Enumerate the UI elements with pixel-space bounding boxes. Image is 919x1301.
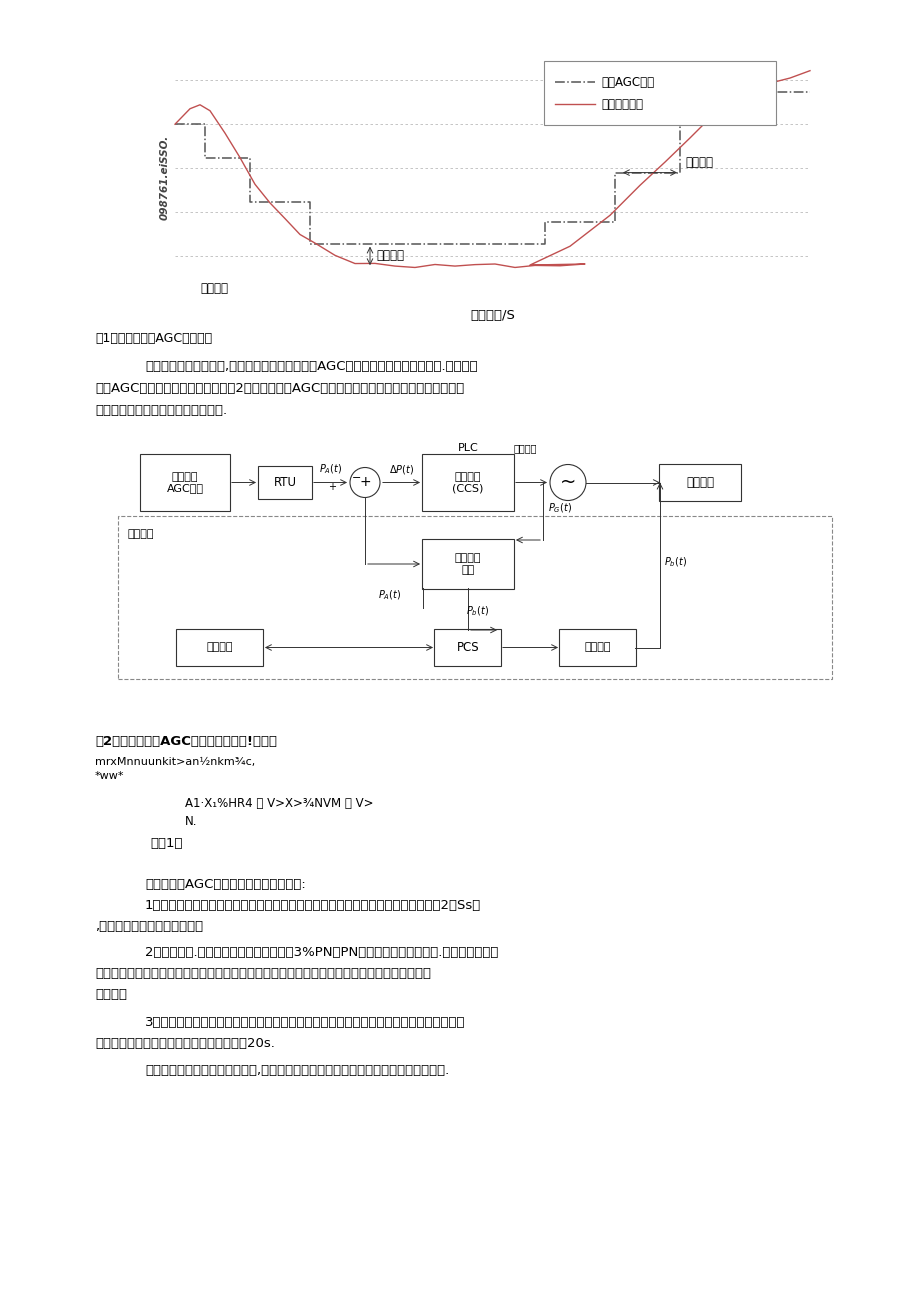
Text: 随着对调媛技术的探索,一种火储联合系统在用于AGC词叙时展现出了优弁的效果.储能辅助: 随着对调媛技术的探索,一种火储联合系统在用于AGC词叙时展现出了优弁的效果.储能… [145, 360, 477, 373]
FancyBboxPatch shape [176, 628, 263, 666]
Text: 这样可以大大提高火电厂的调节性能.: 这样可以大大提高火电厂的调节性能. [95, 405, 227, 418]
Text: 图1火电机组响版AGC指令过程: 图1火电机组响版AGC指令过程 [95, 332, 212, 345]
Text: 滤波装置: 滤波装置 [584, 643, 610, 653]
Text: PLC: PLC [457, 444, 478, 453]
Text: 储能对机组AGC词频性能的改善衣现如下:: 储能对机组AGC词频性能的改善衣现如下: [145, 878, 305, 891]
Text: 调方时间/S: 调方时间/S [470, 310, 515, 323]
Text: 调节偏差: 调节偏差 [376, 250, 403, 263]
Text: N.: N. [185, 814, 198, 827]
Text: A1·X₁%HR4 ｜ V>X>¾NVM ｜ V>: A1·X₁%HR4 ｜ V>X>¾NVM ｜ V> [185, 798, 373, 811]
Text: 此外，当住比适当的谛能容尿后,还可以降低机统由于深度或频繁调节带来的疲劳报出.: 此外，当住比适当的谛能容尿后,还可以降低机统由于深度或频繁调节带来的疲劳报出. [145, 1064, 448, 1077]
Text: 式（1）: 式（1） [150, 837, 182, 850]
Text: $P_A(t)$: $P_A(t)$ [378, 588, 401, 602]
FancyBboxPatch shape [422, 454, 514, 511]
FancyBboxPatch shape [658, 464, 740, 501]
Text: 调节反向: 调节反向 [199, 282, 228, 295]
Text: 1）调节速哎，储能系统充放电时间为秒级跳至更短，计及控制系统的廷时（实测为2～Ss）: 1）调节速哎，储能系统充放电时间为秒级跳至更短，计及控制系统的廷时（实测为2～S… [145, 899, 481, 912]
Text: ~: ~ [559, 474, 575, 492]
Text: *ww*: *ww* [95, 771, 124, 781]
Text: 机组实际出力: 机组实际出力 [600, 98, 642, 111]
Circle shape [550, 464, 585, 501]
Text: 电力系统: 电力系统 [686, 476, 713, 489]
Text: 火电机组: 火电机组 [514, 444, 537, 453]
Text: 并息由于健能系统调节速度快，还可以对火电机组的稳态诩节误差进行修正，进一步提高机组调: 并息由于健能系统调节速度快，还可以对火电机组的稳态诩节误差进行修正，进一步提高机… [95, 967, 430, 980]
Text: 节制度，: 节制度， [95, 987, 127, 1000]
Text: $\Delta P(t)$: $\Delta P(t)$ [389, 463, 414, 476]
Text: 逻辑装置
判断: 逻辑装置 判断 [454, 553, 481, 575]
Text: $P_b(t)$: $P_b(t)$ [664, 556, 686, 569]
Text: 098761.eiSSO.: 098761.eiSSO. [160, 135, 170, 220]
Text: 2）调行精度.储能系统的调节偏差一般为3%PN（PN为储能系统额定功率）.远小于火电机组: 2）调行精度.储能系统的调节偏差一般为3%PN（PN为储能系统额定功率）.远小于… [145, 946, 498, 959]
Text: 图2储能辅助机组AGC词频的控制原叫!示意图: 图2储能辅助机组AGC词频的控制原叫!示意图 [95, 735, 277, 748]
Text: 超级电容: 超级电容 [207, 643, 233, 653]
FancyBboxPatch shape [434, 628, 501, 666]
Circle shape [349, 467, 380, 497]
Text: $P_G(t)$: $P_G(t)$ [548, 501, 572, 515]
FancyBboxPatch shape [140, 454, 230, 511]
Text: 机组AGC调频的控制原理示意图如图2所示，即可将AGC调频指令的功率差额交给储能部分响应，: 机组AGC调频的控制原理示意图如图2所示，即可将AGC调频指令的功率差额交给储能… [95, 382, 464, 396]
Text: mrxMnnuunkit>an½nkm¾c,: mrxMnnuunkit>an½nkm¾c, [95, 757, 255, 768]
Text: 调节延迟: 调节延迟 [685, 156, 712, 169]
FancyBboxPatch shape [543, 61, 775, 125]
Text: 机炉协调
(CCS): 机炉协调 (CCS) [452, 472, 483, 493]
Text: ,也可大幅提高机组调节速度，: ,也可大幅提高机组调节速度， [95, 920, 203, 933]
Text: 的号时，也很容易使机组总体响应时间小于20s.: 的号时，也很容易使机组总体响应时间小于20s. [95, 1037, 275, 1050]
Text: −: − [352, 472, 361, 483]
Text: RTU: RTU [273, 476, 296, 489]
Text: $P_A(t)$: $P_A(t)$ [319, 463, 342, 476]
FancyBboxPatch shape [257, 466, 312, 500]
FancyBboxPatch shape [422, 539, 514, 589]
Text: +: + [358, 475, 370, 489]
Text: PCS: PCS [456, 641, 479, 654]
Text: 调度AGC指令: 调度AGC指令 [600, 75, 653, 88]
Text: 3）调节时间。相比火电机组，储能系统响应速度更快，即使考虑枭样、控制及通信等环节: 3）调节时间。相比火电机组，储能系统响应速度更快，即使考虑枭样、控制及通信等环节 [145, 1016, 465, 1029]
FancyBboxPatch shape [559, 628, 636, 666]
Text: $P_b(t)$: $P_b(t)$ [466, 604, 489, 618]
Text: +: + [328, 483, 336, 493]
Text: 调度中心
AGC指令: 调度中心 AGC指令 [166, 472, 203, 493]
Text: 储能装置: 储能装置 [128, 530, 154, 539]
